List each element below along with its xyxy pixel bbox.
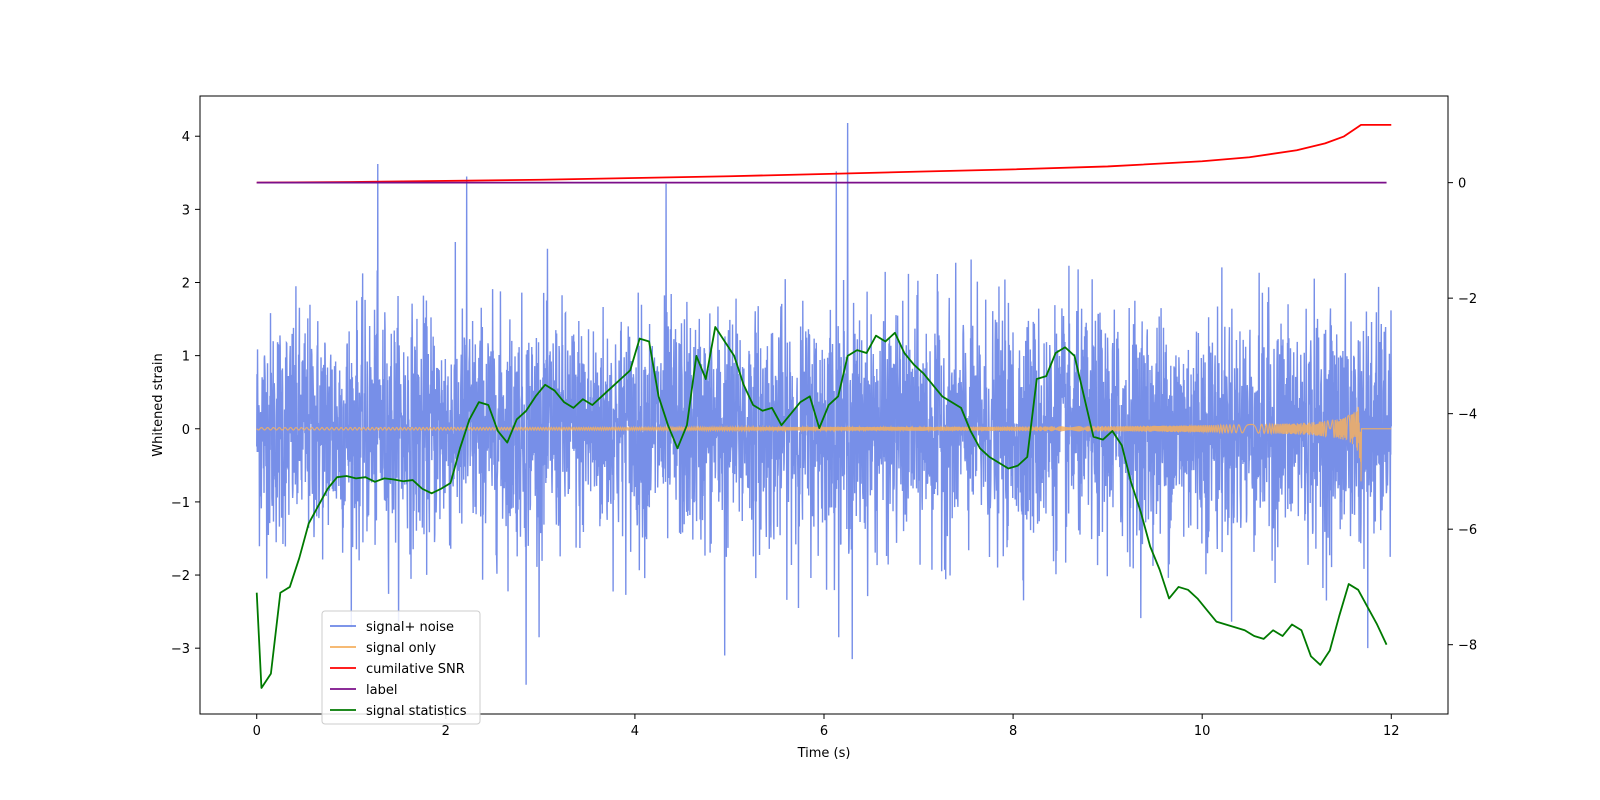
series-cumulative-snr — [256, 123, 1392, 184]
x-axis: 0 2 4 6 8 10 12 — [253, 714, 1400, 739]
y2-tick-label: −2 — [1458, 292, 1477, 307]
y2-tick-label: −6 — [1458, 523, 1477, 538]
y-axis-left: −3 −2 −1 0 1 2 3 4 — [171, 130, 200, 657]
y-axis-right: −8 −6 −4 −2 0 — [1448, 177, 1477, 654]
y-tick-label: −1 — [171, 496, 190, 511]
x-tick-label: 8 — [1009, 724, 1017, 739]
series-layer — [255, 123, 1392, 689]
legend: signal+ noise signal only cumilative SNR la… — [321, 610, 481, 725]
legend-label: signal statistics — [366, 704, 467, 719]
y-tick-label: 4 — [182, 130, 190, 145]
x-tick-label: 2 — [442, 724, 450, 739]
x-axis-label: Time (s) — [797, 746, 851, 761]
y2-tick-label: −8 — [1458, 639, 1477, 654]
y2-tick-label: −4 — [1458, 408, 1477, 423]
series-signal-only — [256, 406, 1392, 482]
legend-label: signal+ noise — [366, 620, 454, 635]
x-tick-label: 10 — [1194, 724, 1211, 739]
x-tick-label: 4 — [631, 724, 639, 739]
legend-label: label — [366, 683, 397, 698]
x-tick-label: 12 — [1383, 724, 1400, 739]
legend-label: cumilative SNR — [366, 662, 465, 677]
x-tick-label: 6 — [820, 724, 828, 739]
y-tick-label: 3 — [182, 203, 190, 218]
y2-tick-label: 0 — [1458, 177, 1466, 192]
series-signal-statistics — [255, 326, 1388, 689]
y-tick-label: 1 — [182, 350, 190, 365]
y-tick-label: 0 — [182, 423, 190, 438]
legend-label: signal only — [366, 641, 436, 656]
series-signal-noise — [256, 123, 1392, 685]
y-axis-label: Whitened strain — [151, 353, 166, 456]
x-tick-label: 0 — [253, 724, 261, 739]
y-tick-label: −2 — [171, 569, 190, 584]
y-tick-label: −3 — [171, 642, 190, 657]
legend-box — [321, 610, 481, 725]
y-tick-label: 2 — [182, 276, 190, 291]
